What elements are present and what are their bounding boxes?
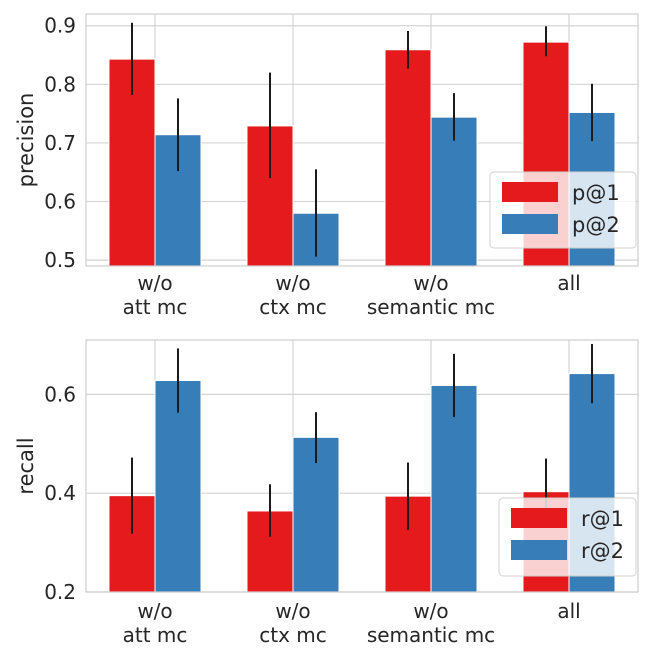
legend-label: r@2 (581, 539, 624, 563)
x-tick-label: w/o (275, 599, 310, 623)
x-tick-label: all (557, 599, 580, 623)
x-tick-label: semantic mc (367, 623, 495, 647)
legend-swatch (511, 508, 567, 528)
legend-label: r@1 (581, 507, 624, 531)
x-tick-label: att mc (123, 623, 188, 647)
y-tick-label: 0.9 (44, 14, 76, 38)
legend-label: p@1 (572, 181, 620, 205)
x-tick-label: w/o (137, 599, 172, 623)
x-tick-label: ctx mc (259, 295, 327, 319)
bar-r-at-2-1 (292, 436, 340, 593)
x-tick-label: att mc (123, 295, 188, 319)
y-tick-label: 0.6 (44, 382, 76, 406)
y-tick-label: 0.5 (44, 248, 76, 272)
x-tick-label: semantic mc (367, 295, 495, 319)
x-tick-label: w/o (275, 271, 310, 295)
y-tick-label: 0.7 (44, 131, 76, 155)
y-tick-label: 0.4 (44, 481, 76, 505)
y-tick-label: 0.2 (44, 580, 76, 604)
y-axis-label: precision (14, 93, 38, 188)
x-tick-label: w/o (413, 271, 448, 295)
bar-p-at-1-2 (384, 49, 432, 267)
x-tick-label: ctx mc (259, 623, 327, 647)
legend-swatch (502, 214, 558, 234)
legend-swatch (511, 540, 567, 560)
y-axis-label: recall (14, 437, 38, 494)
axes-frame (85, 13, 639, 267)
legend: p@1p@2 (489, 171, 637, 249)
axes-frame (85, 339, 639, 593)
y-tick-label: 0.6 (44, 190, 76, 214)
x-tick-label: w/o (137, 271, 172, 295)
x-tick-label: w/o (413, 599, 448, 623)
bar-r-at-2-0 (154, 380, 202, 593)
legend-swatch (502, 182, 558, 202)
x-tick-label: all (557, 271, 580, 295)
y-tick-label: 0.8 (44, 72, 76, 96)
legend-label: p@2 (572, 213, 620, 237)
legend: r@1r@2 (498, 497, 637, 577)
